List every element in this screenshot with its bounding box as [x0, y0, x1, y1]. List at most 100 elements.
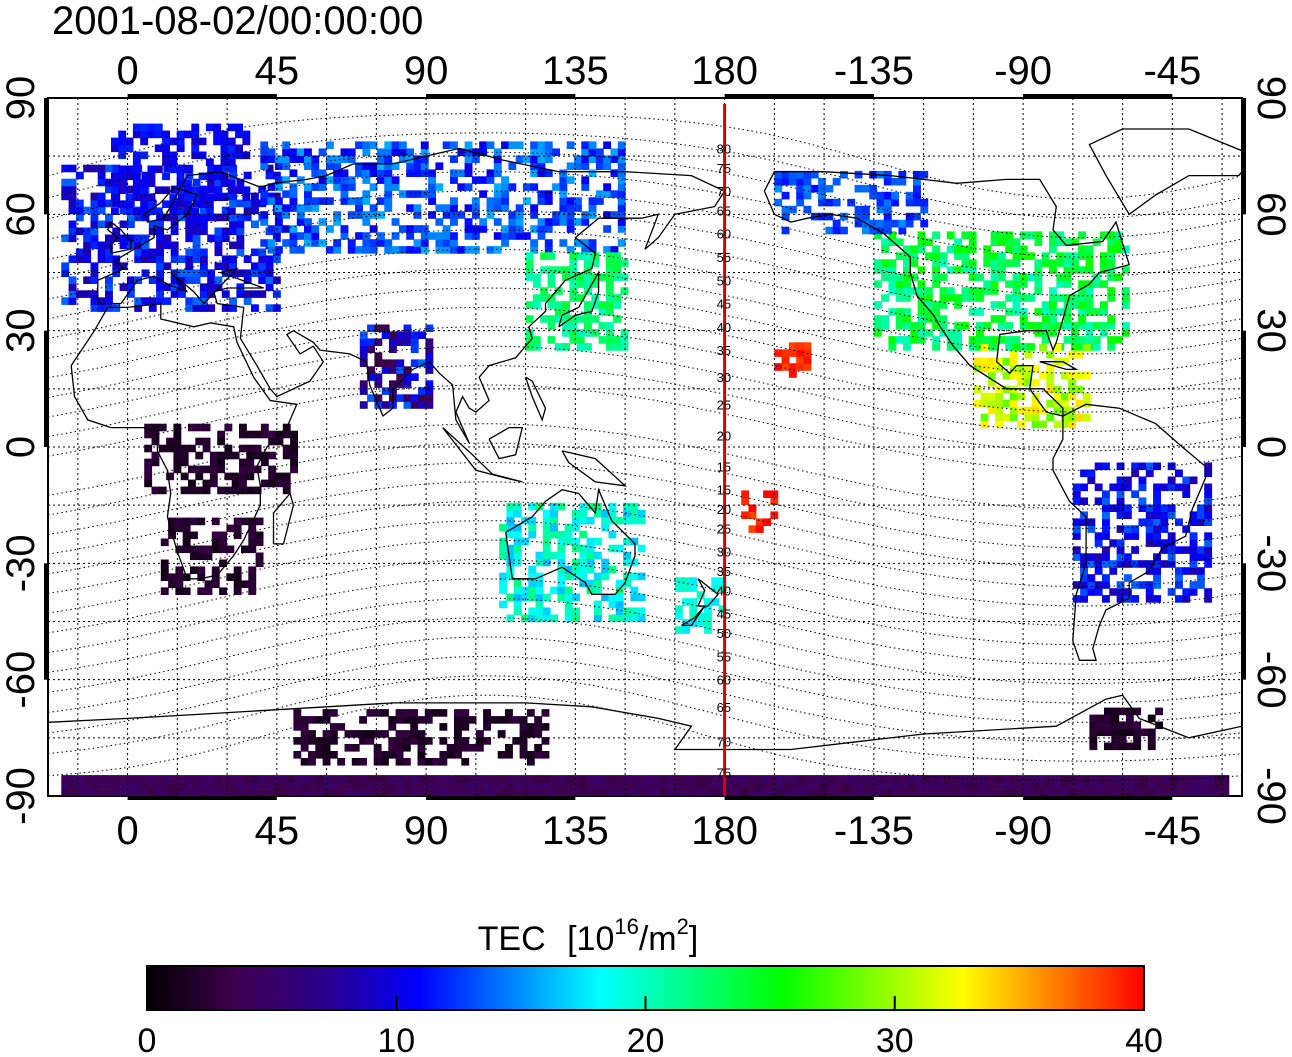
tec-cell: [374, 394, 383, 402]
tec-cell: [154, 165, 163, 174]
tec-cell: [903, 252, 911, 260]
tec-cell: [968, 231, 977, 239]
tec-cell: [990, 231, 999, 239]
tec-cell: [542, 614, 551, 623]
tec-cell: [910, 322, 919, 330]
tec-cell: [522, 197, 531, 205]
tec-cell: [1012, 343, 1021, 351]
tec-cell: [788, 342, 797, 350]
tec-cell: [917, 301, 926, 309]
tec-cell: [525, 252, 534, 260]
tec-cell: [241, 517, 249, 526]
tec-cell: [211, 545, 220, 554]
tec-cell: [1189, 588, 1198, 596]
tec-cell: [311, 169, 320, 177]
tec-cell: [207, 276, 216, 284]
tec-cell: [515, 204, 524, 212]
contour-label: 20: [717, 428, 731, 443]
tec-cell: [572, 516, 580, 525]
tec-cell: [226, 545, 235, 554]
tec-cell: [338, 775, 347, 783]
tec-cell: [832, 177, 841, 186]
tec-cell: [147, 123, 156, 132]
tec-cell: [1121, 266, 1130, 274]
colorbar-unit-exp2: 2: [677, 914, 689, 939]
right-tick-label: 30: [1249, 308, 1292, 353]
tec-cell: [406, 148, 415, 156]
tec-cell: [395, 751, 404, 759]
tec-cell: [389, 380, 397, 388]
tec-cell: [598, 336, 607, 344]
tec-cell: [1075, 371, 1084, 380]
tec-cell: [395, 737, 404, 745]
tec-cell: [389, 359, 397, 367]
tec-cell: [375, 789, 383, 796]
tec-cell: [973, 399, 982, 408]
tec-cell: [576, 336, 585, 344]
tec-cell: [362, 211, 371, 219]
tec-cell: [272, 192, 281, 201]
tec-cell: [501, 239, 509, 247]
tec-cell: [316, 775, 325, 783]
tec-cell: [946, 231, 955, 239]
tec-cell: [630, 537, 639, 546]
tec-cell: [990, 287, 999, 295]
tec-cell: [954, 329, 962, 337]
tec-cell: [289, 246, 298, 254]
tec-cell: [572, 775, 580, 783]
tec-cell: [781, 212, 790, 221]
tec-cell: [199, 304, 208, 312]
tec-cell: [856, 782, 865, 790]
tec-cell: [268, 465, 277, 474]
tec-cell: [439, 751, 448, 759]
tec-cell: [197, 552, 206, 561]
tec-cell: [917, 294, 926, 302]
tec-cell: [601, 789, 610, 796]
tec-cell: [308, 716, 316, 724]
tec-cell: [1094, 483, 1103, 492]
tec-cell: [290, 437, 298, 446]
tec-cell: [961, 231, 970, 239]
tec-cell: [1049, 322, 1057, 330]
tec-cell: [987, 378, 996, 387]
tec-cell: [1092, 322, 1101, 330]
tec-cell: [450, 218, 458, 226]
tec-cell: [579, 544, 588, 553]
tec-cell: [1204, 560, 1213, 568]
tec-cell: [557, 572, 566, 581]
tec-cell: [535, 502, 544, 511]
tec-cell: [439, 737, 448, 745]
tec-cell: [873, 266, 882, 274]
tec-cell: [296, 155, 305, 163]
tec-cell: [424, 758, 433, 766]
tec-cell: [704, 612, 712, 620]
tec-cell: [1131, 469, 1140, 478]
tec-cell: [769, 775, 777, 783]
tec-cell: [290, 430, 298, 439]
tec-cell: [260, 218, 269, 226]
tec-cell: [1092, 273, 1101, 281]
tec-cell: [267, 246, 276, 254]
tec-cell: [197, 517, 206, 526]
tec-cell: [207, 178, 216, 187]
tec-cell: [287, 775, 296, 783]
tec-cell: [413, 211, 422, 219]
tec-cell: [535, 614, 544, 623]
tec-cell: [637, 614, 646, 623]
tec-cell: [381, 359, 390, 367]
tec-cell: [537, 162, 546, 170]
tec-cell: [275, 472, 284, 481]
tec-cell: [1060, 406, 1069, 415]
tec-cell: [1060, 413, 1069, 422]
frame-bar-right: [1242, 563, 1246, 680]
tec-cell: [542, 523, 551, 532]
tec-cell: [1123, 476, 1132, 485]
tec-cell: [559, 190, 568, 198]
tec-cell: [198, 137, 207, 146]
tec-cell: [258, 185, 267, 194]
tec-cell: [1182, 525, 1191, 533]
tec-cell: [840, 170, 848, 179]
tec-cell: [1094, 567, 1103, 575]
tec-cell: [1041, 259, 1050, 267]
